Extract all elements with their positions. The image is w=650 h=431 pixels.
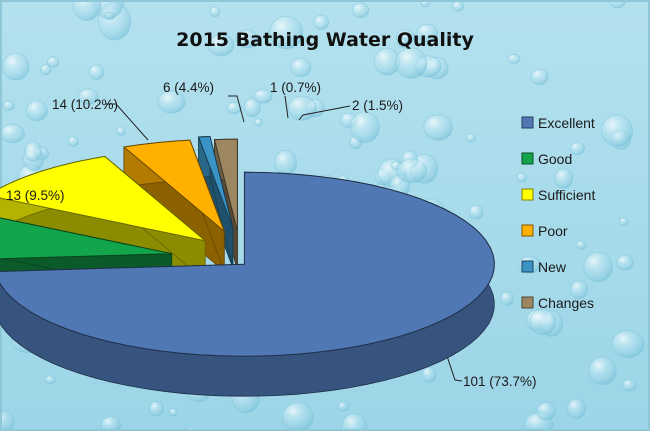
chart-title: 2015 Bathing Water Quality: [176, 29, 474, 51]
water-drop: [583, 251, 613, 282]
water-drop: [44, 375, 56, 385]
data-label-poor: 6 (4.4%): [163, 80, 214, 95]
water-drop: [157, 90, 186, 114]
data-label-good: 13 (9.5%): [6, 188, 65, 203]
pie-slice-excellent: [0, 171, 495, 397]
water-drop: [466, 133, 477, 143]
water-drop: [529, 308, 557, 336]
data-label-changes: 2 (1.5%): [352, 98, 403, 113]
legend-swatch-changes: [521, 296, 534, 309]
legend-item-poor: Poor: [521, 223, 568, 239]
water-drop: [209, 6, 221, 18]
legend-label-new: New: [538, 259, 567, 275]
water-drop: [2, 52, 30, 81]
water-drop: [88, 64, 105, 80]
water-drop: [40, 64, 52, 76]
legend-item-sufficient: Sufficient: [521, 187, 595, 203]
water-drop: [621, 378, 637, 392]
leader-line-new: [284, 95, 289, 119]
water-drop: [451, 0, 464, 12]
water-drop: [421, 366, 437, 383]
water-drop: [207, 34, 235, 57]
water-drop: [0, 411, 15, 431]
water-drop: [287, 95, 317, 121]
water-drop: [349, 111, 380, 144]
legend-item-changes: Changes: [521, 295, 594, 311]
water-drop: [313, 14, 330, 30]
water-drop: [168, 408, 178, 417]
leader-line-sufficient: [106, 103, 149, 141]
water-drop: [507, 53, 521, 64]
water-drop: [226, 101, 242, 115]
legend-label-changes: Changes: [538, 295, 594, 311]
water-drop: [554, 168, 574, 189]
water-drop: [395, 47, 428, 79]
water-drop: [46, 56, 60, 68]
legend-item-new: New: [521, 259, 567, 275]
data-labels: 101 (73.7%) 13 (9.5%) 14 (10.2%) 6 (4.4%) 1 …: [6, 80, 537, 389]
legend-swatch-good: [521, 152, 534, 165]
data-label-sufficient: 14 (10.2%): [52, 97, 118, 112]
water-drop: [570, 280, 589, 300]
water-drop: [26, 100, 48, 122]
legend-item-excellent: Excellent: [521, 115, 595, 131]
legend-swatch-poor: [521, 224, 534, 237]
water-drop: [536, 401, 556, 421]
water-drop: [569, 141, 586, 155]
leader-line-poor: [228, 95, 245, 123]
water-drop: [618, 217, 629, 227]
water-drop: [67, 136, 79, 147]
water-drop: [274, 149, 298, 176]
data-label-excellent: 101 (73.7%): [463, 374, 537, 389]
water-drop: [499, 291, 514, 307]
water-drop: [337, 401, 349, 412]
water-drop: [235, 29, 259, 49]
water-drop: [2, 100, 15, 111]
water-drop: [351, 2, 370, 19]
legend-swatch-sufficient: [521, 188, 534, 201]
water-drop: [516, 172, 528, 183]
water-drop: [575, 240, 587, 250]
water-drop: [78, 88, 99, 105]
legend-label-good: Good: [538, 151, 572, 167]
water-drop: [290, 58, 312, 77]
water-drop: [72, 0, 101, 21]
water-drop: [416, 23, 439, 43]
water-drop: [253, 88, 273, 104]
water-drop: [423, 114, 453, 141]
water-drop: [341, 413, 367, 431]
water-drop: [530, 68, 549, 86]
water-drop: [148, 401, 164, 417]
water-drop: [468, 204, 484, 220]
water-drop: [616, 254, 634, 271]
water-drop: [269, 15, 304, 50]
legend-label-excellent: Excellent: [538, 115, 595, 131]
water-drop: [243, 98, 261, 117]
water-drop: [282, 402, 314, 431]
leader-line-changes: [298, 105, 351, 121]
legend-label-poor: Poor: [538, 223, 568, 239]
water-drop: [24, 141, 42, 162]
legend: Excellent Good Sufficient Poor New Changes: [521, 115, 595, 311]
water-drop: [100, 416, 121, 431]
legend-label-sufficient: Sufficient: [538, 187, 595, 203]
water-drop: [588, 356, 617, 386]
pie-slices: [0, 136, 495, 397]
water-drop: [253, 118, 263, 127]
water-drop: [601, 114, 633, 147]
water-drop: [397, 38, 409, 48]
data-label-new: 1 (0.7%): [270, 80, 321, 95]
water-drop: [396, 158, 428, 184]
water-drop: [0, 123, 25, 144]
legend-swatch-excellent: [521, 116, 534, 129]
legend-swatch-new: [521, 260, 534, 273]
water-drop: [567, 398, 586, 420]
leader-line-excellent: [445, 352, 463, 382]
legend-item-good: Good: [521, 151, 572, 167]
water-drop: [611, 330, 645, 359]
water-drop: [116, 126, 126, 136]
